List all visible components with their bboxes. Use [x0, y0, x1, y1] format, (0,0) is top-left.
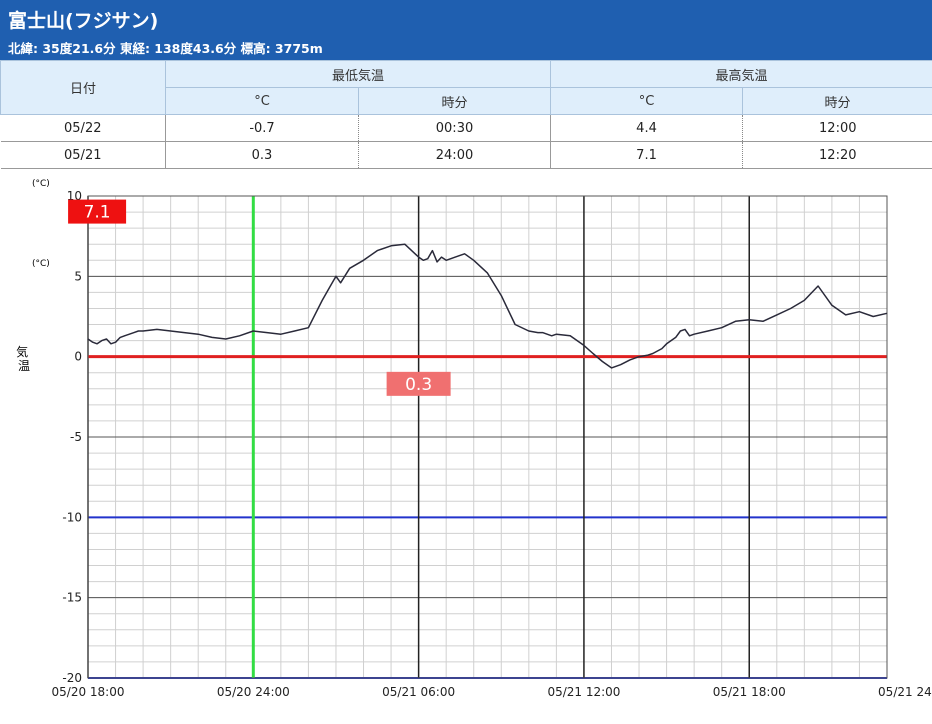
station-header: 富士山(フジサン) 北緯: 35度21.6分 東経: 138度43.6分 標高:…	[0, 0, 932, 60]
x-tick-label: 05/20 18:00	[52, 685, 125, 699]
row-min-time: 00:30	[358, 114, 552, 142]
y-tick-label: -15	[62, 591, 82, 605]
row-max-temp: 7.1	[550, 141, 744, 169]
row-max-time: 12:00	[742, 114, 932, 142]
y-tick-label: 10	[67, 189, 82, 203]
table-row: 05/22 -0.7 00:30 4.4 12:00	[0, 114, 932, 142]
row-min-temp: 0.3	[165, 141, 359, 169]
y-tick-label: -10	[62, 510, 82, 524]
row-date: 05/21	[0, 141, 166, 169]
y-tick-label: -5	[70, 430, 82, 444]
x-tick-label: 05/21 18:00	[713, 685, 786, 699]
row-max-time: 12:20	[742, 141, 932, 169]
min-unit-time: 時分	[357, 87, 552, 115]
y-axis-label-char2: 温	[18, 359, 30, 373]
max-unit-time: 時分	[742, 87, 932, 115]
x-tick-label: 05/21 06:00	[382, 685, 455, 699]
row-min-temp: -0.7	[165, 114, 359, 142]
min-unit-celsius: °C	[165, 87, 359, 115]
max-temp-label-box	[68, 199, 127, 224]
row-max-temp: 4.4	[550, 114, 744, 142]
y-tick-label: 0	[74, 350, 82, 364]
x-tick-label: 05/21 12:00	[547, 685, 620, 699]
max-temp-header: 最高気温	[550, 60, 932, 88]
temperature-line	[87, 243, 888, 369]
y-tick-label: 5	[74, 269, 82, 283]
y-axis-label-char1: 気	[16, 344, 28, 359]
temperature-summary-table: 日付 最低気温 最高気温 °C 時分 °C 時分 05/22 -0.7 00:3…	[0, 60, 932, 169]
row-min-time: 24:00	[358, 141, 552, 169]
min-temp-label-box	[386, 371, 451, 396]
min-temp-header: 最低気温	[164, 60, 552, 88]
min-temp-label: 0.3	[405, 375, 432, 395]
y-tick-label: -20	[62, 671, 82, 685]
x-tick-label: 05/20 24:00	[217, 685, 290, 699]
max-temp-label: 7.1	[84, 203, 111, 223]
station-coordinates: 北緯: 35度21.6分 東経: 138度43.6分 標高: 3775m	[8, 41, 323, 56]
max-unit-celsius: °C	[550, 87, 744, 115]
date-header: 日付	[0, 60, 166, 115]
station-title: 富士山(フジサン)	[8, 10, 159, 32]
y-unit-top: (°C)	[32, 179, 50, 189]
table-row: 05/21 0.3 24:00 7.1 12:20	[0, 141, 932, 169]
x-tick-label: 05/21 24:00	[878, 685, 932, 699]
y-axis-label: 気 温	[16, 344, 32, 373]
row-date: 05/22	[0, 114, 166, 142]
plot-border	[87, 195, 888, 679]
y-unit-mid: (°C)	[32, 259, 50, 269]
